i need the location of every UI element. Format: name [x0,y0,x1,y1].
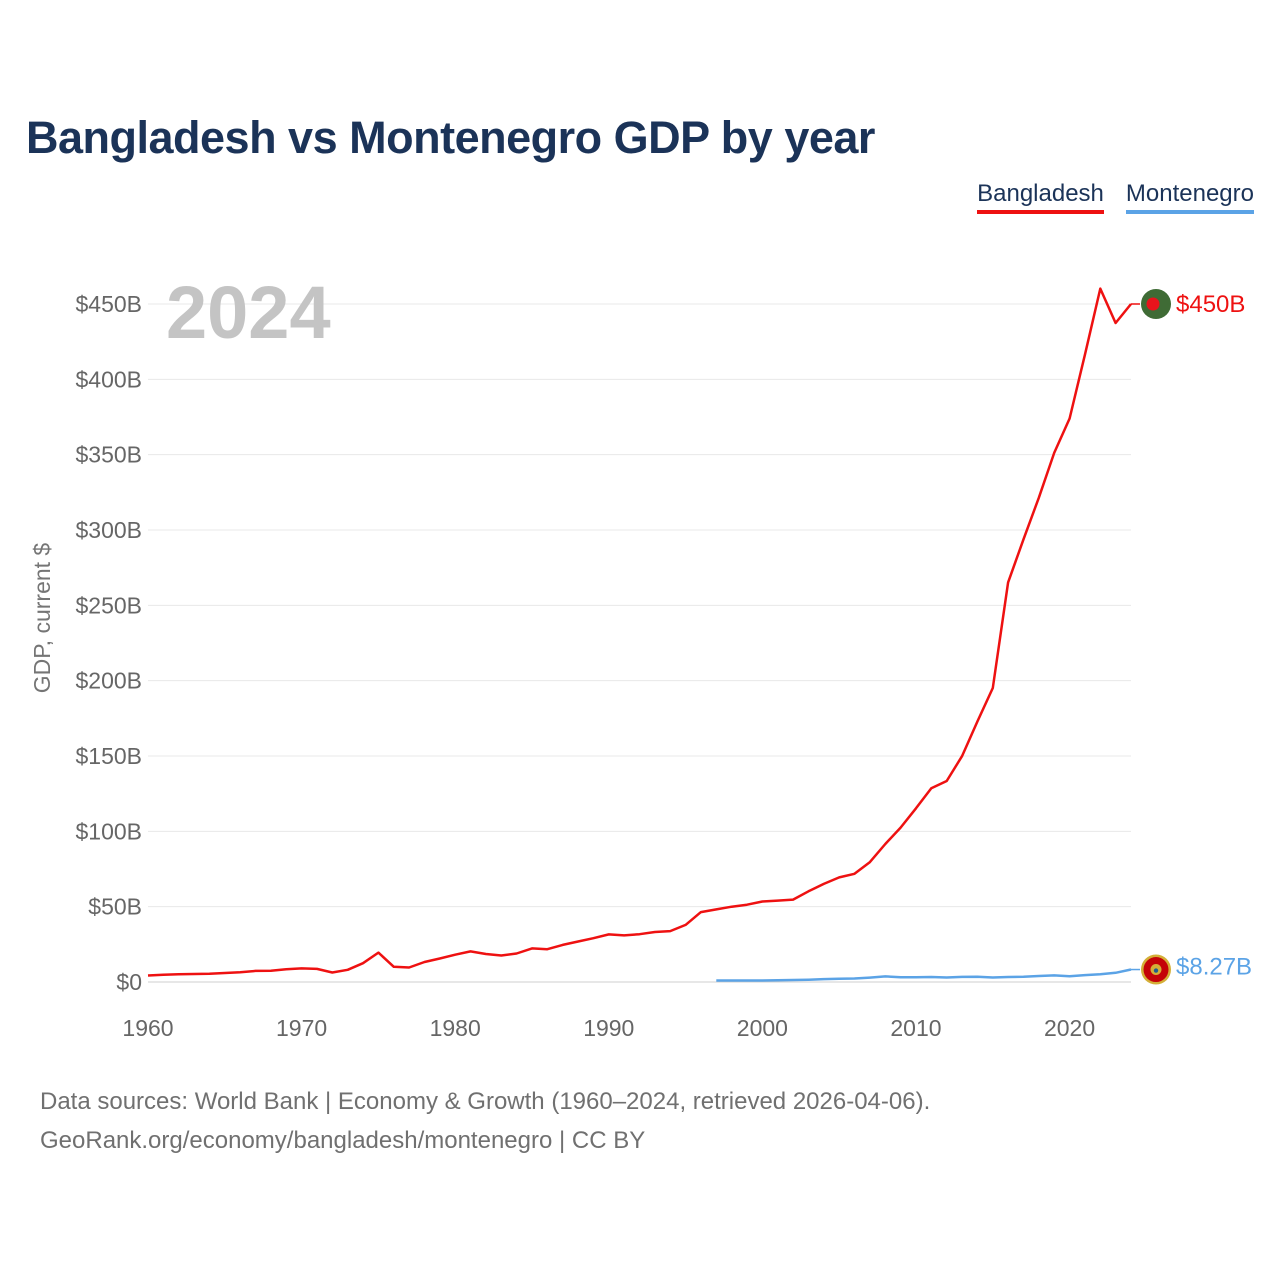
series-line-montenegro [716,968,1132,982]
footer-attribution[interactable]: GeoRank.org/economy/bangladesh/montenegr… [40,1127,646,1154]
year-watermark: 2024 [166,271,331,354]
bangladesh-flag-icon [1141,289,1171,319]
y-tick-label: $200B [75,668,142,694]
x-tick-label: 1960 [122,1015,173,1041]
flag-disc [1146,297,1160,311]
y-tick-label: $50B [88,894,142,920]
y-axis-label: GDP, current $ [29,543,55,694]
x-tick-label: 1980 [430,1015,481,1041]
chart-title: Bangladesh vs Montenegro GDP by year [26,112,875,163]
y-tick-label: $450B [75,291,142,317]
flag-emblem-center [1153,968,1159,973]
end-label-montenegro: $8.27B [1176,954,1252,981]
x-tick-label: 1970 [276,1015,327,1041]
x-tick-label: 2020 [1044,1015,1095,1041]
end-label-bangladesh: $450B [1176,291,1245,318]
y-tick-label: $350B [75,442,142,468]
y-tick-label: $0 [116,969,142,995]
footer: Data sources: World Bank | Economy & Gro… [40,1082,930,1160]
y-tick-label: $250B [75,592,142,618]
legend: Bangladesh Montenegro [977,180,1254,214]
series-line-bangladesh [147,287,1132,977]
x-tick-label: 2010 [890,1015,941,1041]
montenegro-flag-icon [1141,954,1171,985]
legend-item-montenegro[interactable]: Montenegro [1125,180,1254,214]
x-tick-label: 2000 [737,1015,788,1041]
x-tick-label: 1990 [583,1015,634,1041]
y-tick-label: $100B [75,818,142,844]
footer-sources: Data sources: World Bank | Economy & Gro… [40,1088,931,1115]
legend-item-bangladesh[interactable]: Bangladesh [977,180,1104,214]
y-tick-label: $300B [75,517,142,543]
y-tick-label: $400B [75,366,142,392]
y-tick-label: $150B [75,743,142,769]
